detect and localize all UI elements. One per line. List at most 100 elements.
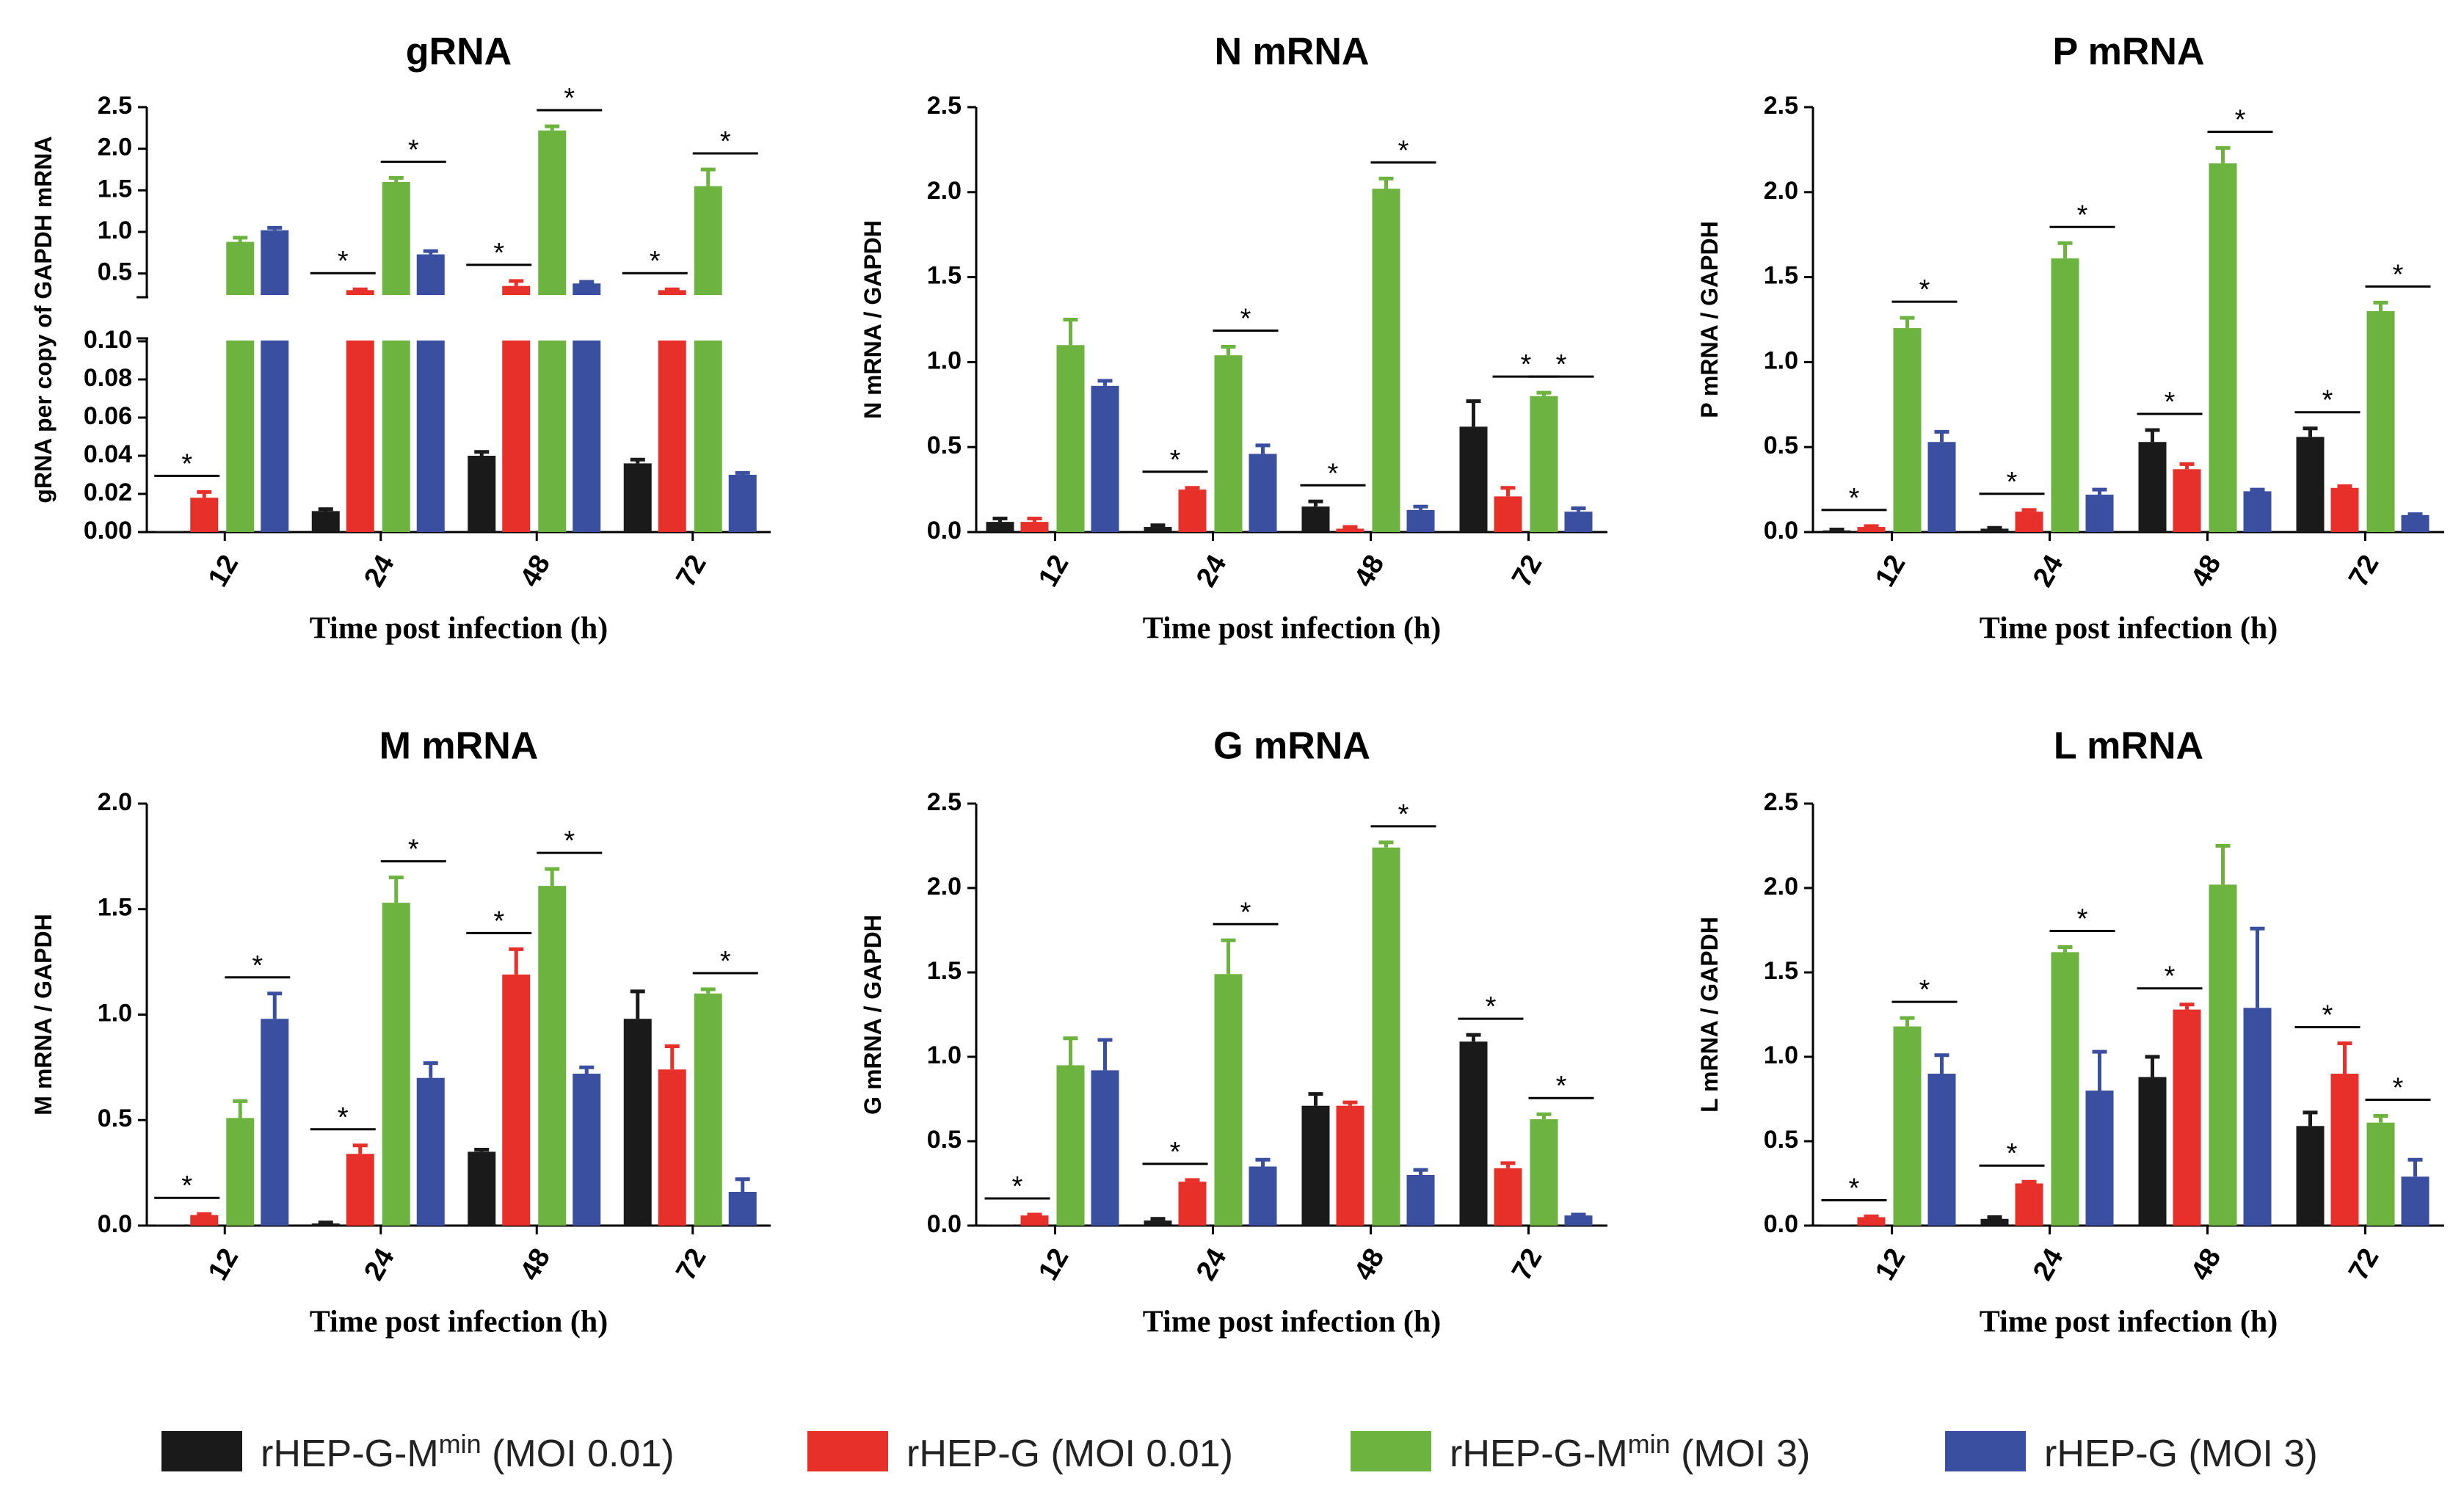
significance-star: * [2077,904,2088,935]
bar [1372,847,1400,1226]
x-tick-label: 48 [2185,550,2228,592]
x-tick-label: 48 [515,1243,557,1286]
y-tick-label: 2.0 [98,788,132,816]
legend-swatch [1351,1431,1431,1471]
bar [311,1223,340,1226]
significance-star: * [1398,799,1409,830]
bar [2330,1074,2359,1226]
legend-swatch [1945,1431,2026,1471]
x-tick-label: 12 [1033,1243,1075,1286]
bar [502,974,531,1226]
significance-star: * [1486,991,1497,1022]
x-tick-label: 72 [2343,1243,2385,1286]
bar [1494,496,1522,532]
legend-item: rHEP-G-Mmin (MOI 3) [1351,1429,1810,1475]
significance-star: * [1012,1171,1023,1202]
x-axis-label: Time post infection (h) [1980,612,2278,646]
y-tick-label: 0.06 [84,402,132,430]
bar [1144,1220,1172,1226]
bar [2051,258,2079,532]
legend-item: rHEP-G-Mmin (MOI 0.01) [161,1429,675,1475]
legend-label-main: rHEP-G (MOI 0.01) [906,1433,1233,1475]
x-axis-label: Time post infection (h) [1143,612,1441,646]
y-tick-label: 2.5 [927,92,962,120]
bar [1980,528,2009,532]
bar [2401,514,2430,532]
panel-m-mrna: M mRNA M mRNA / GAPDH 0.0 0.5 1.0 1.5 2.0 12 24 4… [30,725,771,1339]
x-tick-label: 72 [670,1243,713,1286]
legend-label-suffix: (MOI 0.01) [481,1433,675,1475]
significance-star: * [2007,467,2018,498]
bar [1091,1070,1119,1226]
bar [468,456,496,532]
bar [1056,345,1085,532]
x-tick-label: 12 [203,550,245,592]
y-tick-label: 1.5 [98,175,132,203]
x-tick-label: 48 [515,550,557,592]
legend-label: rHEP-G (MOI 3) [2044,1433,2318,1475]
x-tick-label: 48 [1348,1243,1391,1286]
bar [1927,442,1956,532]
significance-star: * [408,134,419,165]
bar [1459,1041,1488,1226]
bar [1893,328,1922,532]
x-tick-label: 72 [1506,1243,1549,1286]
significance-star: * [2165,961,2176,992]
x-axis-label: Time post infection (h) [1143,1306,1441,1339]
y-tick-label: 0.08 [84,364,132,392]
y-axis-label: G mRNA / GAPDH [860,914,886,1115]
bar [1459,426,1488,532]
panel-title: P mRNA [2052,31,2204,73]
bar [2173,469,2201,532]
bar [2296,1126,2325,1226]
significance-star: * [650,246,661,277]
panel-title: M mRNA [379,725,539,768]
bar [1857,1217,1886,1226]
x-tick-label: 48 [1348,550,1391,592]
y-tick-label: 2.5 [927,788,962,816]
bar [1249,1166,1277,1226]
significance-star: * [2322,385,2333,416]
legend-label-main: rHEP-G-M [261,1433,439,1475]
bar [226,241,255,532]
significance-star: * [338,246,349,277]
significance-star: * [1170,1137,1181,1168]
legend-label-superscript: min [1628,1429,1671,1459]
significance-star: * [493,238,504,269]
bar [190,1215,219,1226]
x-tick-label: 24 [2027,1243,2070,1286]
y-tick-label: 0.0 [98,1210,132,1238]
y-tick-label: 0.5 [927,1126,962,1154]
bar [2209,163,2237,533]
y-tick-label: 0.5 [98,258,132,286]
bar [694,993,722,1226]
y-tick-label: 0.0 [1764,1210,1798,1238]
panel-grna: gRNA gRNA per copy of GAPDH mRNA 0.00 0.02 0… [30,31,772,646]
x-tick-label: 12 [203,1243,245,1286]
legend-label-superscript: min [439,1429,481,1459]
bar [1980,1218,2009,1226]
significance-star: * [1521,349,1532,380]
bar [986,1224,1014,1226]
legend-label: rHEP-G-Mmin (MOI 0.01) [261,1429,675,1475]
y-tick-label: 2.0 [1764,177,1798,205]
bar [1144,527,1172,532]
bar [2243,1008,2272,1226]
y-tick-label: 0.02 [84,478,132,506]
legend-label-main: rHEP-G-M [1450,1433,1628,1475]
bar [1336,528,1364,532]
legend-item: rHEP-G (MOI 3) [1945,1431,2318,1475]
x-axis-label: Time post infection (h) [1980,1306,2278,1339]
panel-title: N mRNA [1215,31,1370,73]
bar [1530,396,1558,532]
bar [1249,454,1277,532]
bar [1214,974,1243,1226]
bar [1927,1074,1956,1226]
bar [1178,490,1207,532]
bar [2330,487,2359,532]
bar [226,1118,255,1226]
bar [2015,512,2043,532]
y-axis-label: P mRNA / GAPDH [1696,221,1723,418]
legend-swatch [807,1431,888,1471]
